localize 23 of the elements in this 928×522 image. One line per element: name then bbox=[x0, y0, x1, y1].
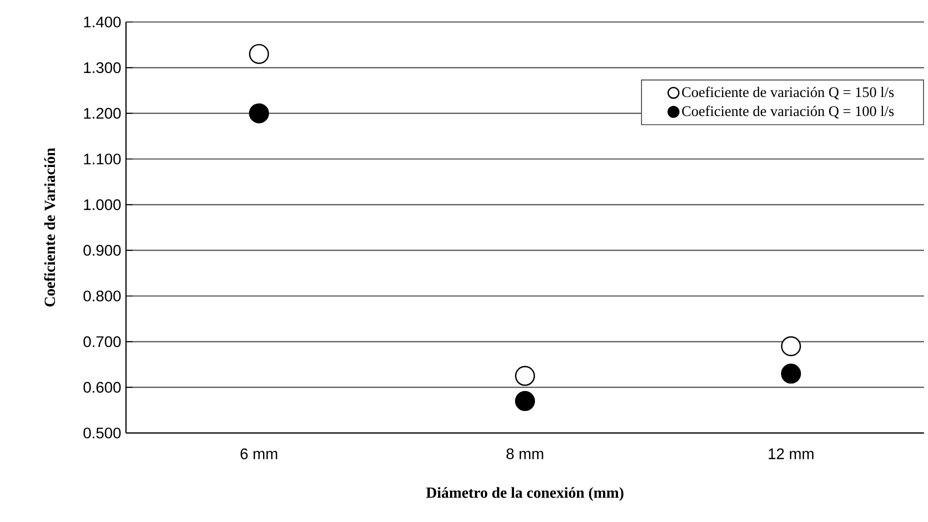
x-tick-label: 6 mm bbox=[240, 448, 278, 460]
point bbox=[515, 366, 536, 386]
legend-label: Coeficiente de variación Q = 150 l/s bbox=[682, 86, 894, 100]
point bbox=[515, 391, 536, 412]
point bbox=[249, 103, 270, 124]
y-tick-label: 1.200 bbox=[84, 108, 121, 119]
x-tick-label: 12 mm bbox=[768, 448, 814, 460]
point bbox=[781, 336, 802, 356]
point bbox=[781, 364, 802, 384]
legend-label: Coeficiente de variación Q = 100 l/s bbox=[682, 106, 894, 118]
y-tick-label: 0.700 bbox=[84, 336, 121, 348]
y-tick-label: 0.500 bbox=[84, 428, 121, 438]
x-tick-label: 8 mm bbox=[506, 448, 544, 460]
y-tick-label: 0.800 bbox=[84, 290, 121, 302]
y-tick-label: 0.600 bbox=[84, 382, 121, 393]
y-tick-label: 1.400 bbox=[84, 16, 121, 28]
x-axis-title: Diámetro de la conexión (mm) bbox=[426, 487, 624, 501]
point bbox=[249, 44, 270, 64]
y-tick-label: 1.000 bbox=[84, 199, 121, 210]
y-tick-label: 0.900 bbox=[84, 244, 121, 256]
y-tick-label: 1.300 bbox=[84, 62, 121, 74]
y-axis-title: Coeficiente de Variación bbox=[44, 148, 56, 307]
y-tick-label: 1.100 bbox=[84, 154, 121, 164]
